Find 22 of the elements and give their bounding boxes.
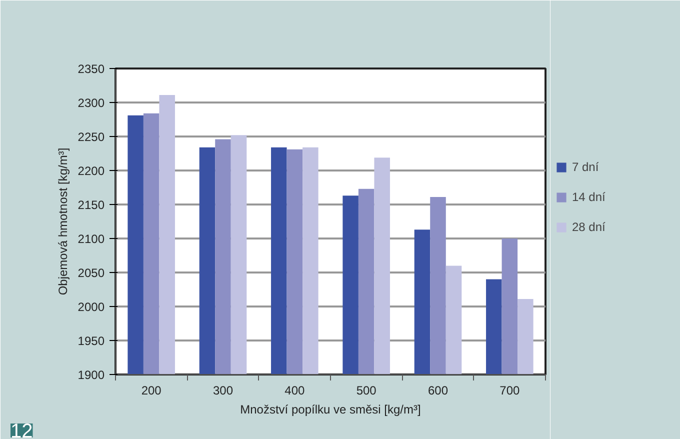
y-tick-label: 2150 <box>78 198 105 212</box>
y-tick-label: 2100 <box>78 232 105 246</box>
legend-label: 14 dní <box>572 190 606 204</box>
y-tick-label: 2050 <box>78 266 105 280</box>
x-tick-label: 600 <box>428 384 448 398</box>
legend-label: 7 dní <box>572 160 599 174</box>
legend-label: 28 dní <box>572 220 606 234</box>
x-tick-label: 200 <box>141 384 162 398</box>
y-tick-label: 2350 <box>78 62 105 76</box>
y-tick-label: 2250 <box>78 130 105 144</box>
x-tick-label: 500 <box>356 384 377 398</box>
y-tick-label: 2000 <box>78 300 105 314</box>
x-tick-label: 300 <box>212 384 234 398</box>
y-tick-label: 1900 <box>78 368 105 382</box>
x-tick-label: 700 <box>500 384 520 398</box>
x-axis-title: Množství popílku ve směsi [kg/m³] <box>240 402 421 416</box>
y-tick-label: 2300 <box>78 96 105 110</box>
y-tick-label: 1950 <box>78 334 105 348</box>
x-tick-label: 400 <box>284 384 306 398</box>
y-tick-label: 2200 <box>78 164 105 178</box>
text: 12 <box>10 420 33 439</box>
y-axis-title: Objemová hmotnost [kg/m³] <box>56 148 70 296</box>
